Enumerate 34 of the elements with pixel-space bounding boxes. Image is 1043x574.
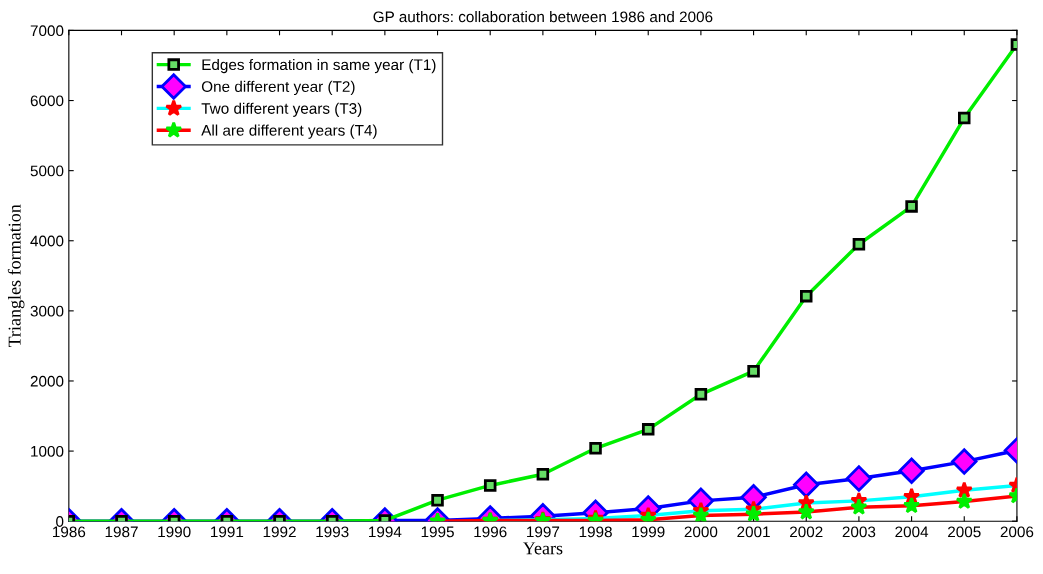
x-tick-label: 1996 [474,526,507,538]
x-tick-label: 1987 [105,526,138,538]
x-tick-label: 2005 [948,526,981,538]
y-tick-label: 6000 [30,95,64,107]
x-tick-label: 1998 [579,526,612,538]
x-tick-label: 1993 [316,526,349,538]
y-tick-label: 4000 [30,235,64,247]
x-axis-title: Years [522,542,563,555]
x-tick-label: 1995 [421,526,454,538]
y-tick-label: 1000 [31,445,64,457]
legend-label: Edges formation in same year (T1) [202,58,436,74]
x-tick-label: 1999 [632,526,665,538]
x-tick-label: 2003 [842,526,876,538]
x-tick-label: 1992 [263,526,296,538]
x-tick-label: 1997 [527,526,560,538]
x-tick-label: 1986 [53,526,86,538]
x-tick-label: 2000 [684,526,718,538]
x-tick-label: 1994 [369,526,402,538]
legend-label: Two different years (T3) [201,102,362,117]
legend-label: One different year (T2) [201,80,355,96]
legend-label: All are different years (T4) [201,124,377,139]
y-tick-label: 7000 [30,25,64,37]
y-tick-label: 2000 [30,375,64,387]
y-tick-label: 0 [56,516,64,527]
x-tick-label: 1990 [158,526,191,538]
x-tick-label: 1991 [211,526,244,538]
x-tick-label: 2004 [895,526,929,538]
x-tick-label: 2001 [737,526,770,538]
chart-title: GP authors: collaboration between 1986 and 2006 [373,11,713,23]
x-tick-label: 2006 [1000,526,1034,538]
y-axis-title: Triangles formation [7,204,25,348]
y-tick-label: 3000 [30,305,64,317]
y-tick-label: 5000 [30,165,64,177]
x-tick-label: 2002 [790,526,823,538]
